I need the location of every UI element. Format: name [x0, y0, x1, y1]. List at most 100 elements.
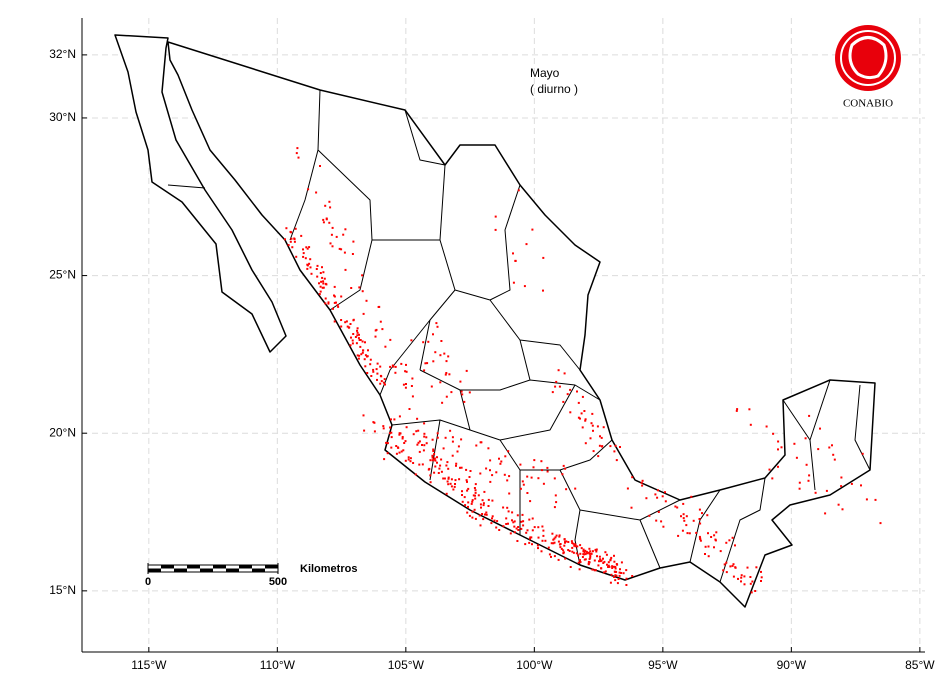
hotspot — [344, 228, 347, 231]
hotspot — [327, 302, 330, 305]
hotspot — [340, 248, 343, 251]
hotspot — [404, 370, 407, 373]
hotspot — [358, 354, 361, 357]
hotspot — [319, 285, 322, 288]
hotspot — [547, 546, 550, 549]
y-tick-label: 25°N — [49, 268, 76, 282]
hotspot — [466, 511, 469, 514]
hotspot — [874, 498, 877, 501]
hotspot — [369, 363, 372, 366]
hotspot — [640, 481, 643, 484]
hotspot — [316, 264, 319, 267]
hotspot — [461, 490, 463, 493]
hotspot — [483, 490, 486, 493]
hotspot — [465, 468, 468, 471]
hotspot — [382, 425, 385, 428]
hotspot — [376, 362, 379, 365]
hotspot — [425, 442, 428, 445]
hotspot — [532, 466, 535, 469]
hotspot — [625, 584, 628, 586]
hotspot — [390, 418, 392, 421]
hotspot — [432, 448, 435, 451]
hotspot — [358, 286, 361, 289]
hotspot — [619, 568, 621, 571]
hotspot — [503, 473, 506, 476]
hotspot — [690, 495, 693, 498]
hotspot — [598, 444, 601, 447]
hotspot — [590, 422, 593, 425]
hotspot — [321, 286, 324, 289]
hotspot — [319, 290, 322, 293]
hotspot — [452, 488, 455, 491]
baja-california — [114, 34, 287, 353]
hotspot — [352, 240, 355, 243]
hotspot — [431, 438, 434, 441]
hotspot — [481, 499, 484, 502]
hotspot — [828, 446, 831, 449]
hotspot — [437, 472, 440, 474]
scale-bar-segment — [200, 568, 213, 572]
hotspot — [493, 519, 496, 522]
hotspot — [824, 512, 827, 515]
hotspot — [676, 506, 679, 509]
hotspot — [352, 319, 355, 322]
hotspot — [390, 436, 393, 439]
hotspot — [551, 391, 554, 394]
hotspot — [450, 478, 453, 481]
hotspot — [404, 459, 407, 462]
hotspot — [362, 414, 365, 417]
hotspot — [731, 564, 734, 567]
hotspot — [588, 558, 591, 560]
hotspot — [540, 460, 543, 463]
hotspot — [599, 435, 601, 438]
hotspot — [383, 458, 386, 461]
hotspot — [576, 390, 578, 393]
hotspot — [554, 385, 557, 388]
hotspot — [833, 458, 836, 461]
hotspot — [682, 513, 685, 516]
hotspot — [491, 499, 494, 502]
hotspot — [467, 487, 470, 490]
hotspot — [614, 579, 617, 582]
hotspot — [451, 436, 454, 439]
hotspot — [831, 444, 833, 447]
hotspot — [529, 537, 531, 540]
hotspot — [777, 448, 779, 451]
hotspot — [458, 478, 461, 481]
hotspot — [418, 450, 421, 453]
hotspot — [385, 441, 388, 444]
hotspot — [415, 430, 418, 433]
hotspot — [522, 524, 525, 527]
hotspot — [428, 467, 431, 470]
hotspot — [645, 497, 648, 500]
hotspot — [496, 520, 499, 523]
hotspot — [568, 550, 571, 552]
hotspot — [736, 408, 739, 411]
hotspot — [594, 548, 597, 551]
hotspot — [743, 575, 746, 578]
hotspot — [397, 446, 400, 449]
hotspot — [382, 381, 385, 384]
hotspot — [381, 328, 384, 331]
hotspot — [461, 500, 464, 503]
hotspot — [537, 536, 540, 539]
hotspot — [318, 282, 320, 285]
hotspot — [685, 515, 688, 518]
hotspot — [351, 339, 354, 342]
hotspot — [350, 287, 353, 289]
hotspot — [571, 546, 574, 549]
hotspot — [370, 375, 373, 377]
hotspot — [404, 386, 407, 389]
hotspot — [751, 580, 754, 583]
hotspot — [432, 450, 435, 453]
hotspot — [465, 369, 468, 372]
hotspot — [513, 525, 516, 528]
hotspot — [595, 548, 598, 551]
hotspot — [581, 556, 584, 558]
hotspot — [734, 544, 736, 547]
hotspot — [447, 467, 450, 470]
hotspot — [567, 549, 570, 551]
hotspot — [631, 575, 634, 577]
hotspot — [602, 557, 604, 560]
hotspot — [602, 562, 605, 564]
